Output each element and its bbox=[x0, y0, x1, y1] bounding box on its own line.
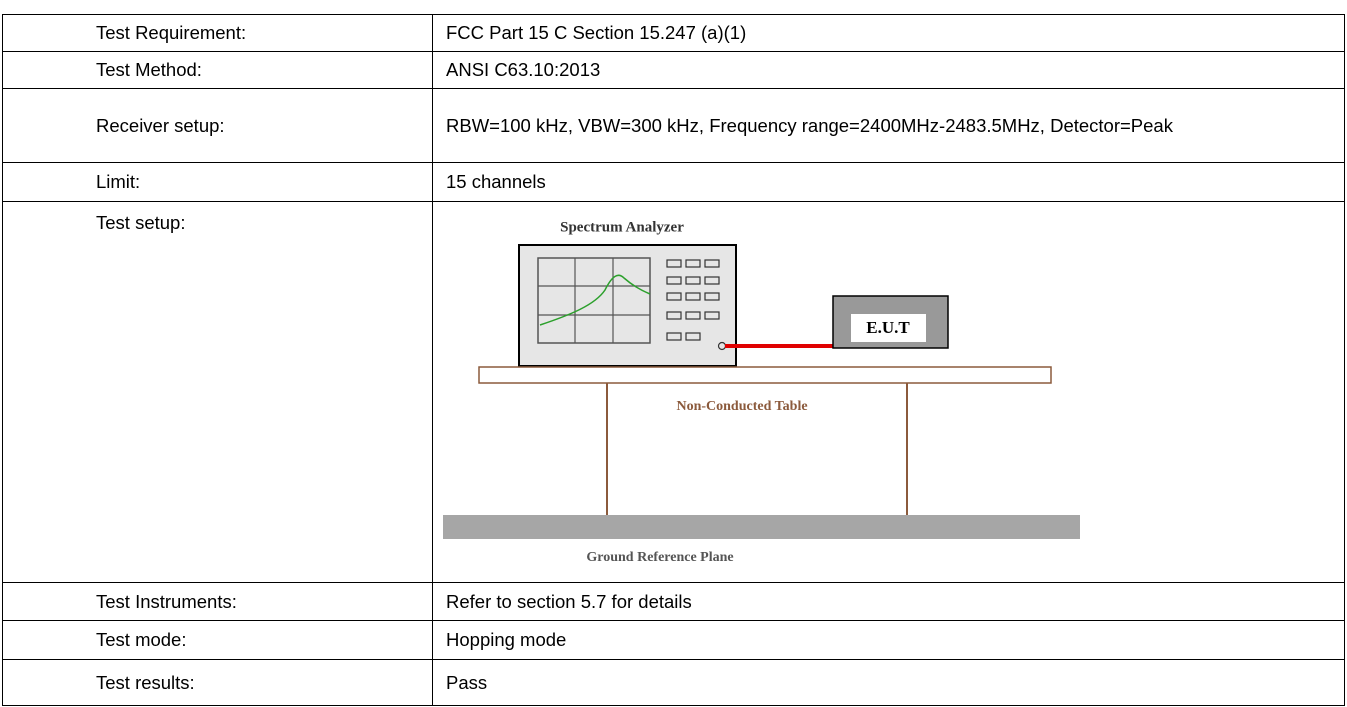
row: Test Method: ANSI C63.10:2013 bbox=[2, 51, 1345, 89]
label-cell: Receiver setup: bbox=[2, 88, 433, 163]
value-cell: Refer to section 5.7 for details bbox=[432, 582, 1345, 621]
label-cell: Test Method: bbox=[2, 51, 433, 89]
row: Test Instruments: Refer to section 5.7 fo… bbox=[2, 582, 1345, 621]
label-cell: Test Requirement: bbox=[2, 14, 433, 52]
label-cell: Test results: bbox=[2, 659, 433, 706]
test-table: Test Requirement: FCC Part 15 C Section 1… bbox=[2, 14, 1345, 706]
value-cell: RBW=100 kHz, VBW=300 kHz, Frequency rang… bbox=[432, 88, 1345, 163]
diagram-cell bbox=[432, 201, 1345, 583]
value-cell: 15 channels bbox=[432, 162, 1345, 202]
row: Test results: Pass bbox=[2, 659, 1345, 706]
value-cell: ANSI C63.10:2013 bbox=[432, 51, 1345, 89]
value-cell: Hopping mode bbox=[432, 620, 1345, 660]
row: Test Requirement: FCC Part 15 C Section 1… bbox=[2, 14, 1345, 52]
row: Receiver setup: RBW=100 kHz, VBW=300 kHz,… bbox=[2, 88, 1345, 163]
row: Test mode: Hopping mode bbox=[2, 620, 1345, 660]
row: Test setup: bbox=[2, 201, 1345, 583]
value-cell: Pass bbox=[432, 659, 1345, 706]
value-cell: FCC Part 15 C Section 15.247 (a)(1) bbox=[432, 14, 1345, 52]
label-cell: Test mode: bbox=[2, 620, 433, 660]
row: Limit: 15 channels bbox=[2, 162, 1345, 202]
label-cell: Test setup: bbox=[2, 201, 433, 583]
label-cell: Test Instruments: bbox=[2, 582, 433, 621]
label-cell: Limit: bbox=[2, 162, 433, 202]
